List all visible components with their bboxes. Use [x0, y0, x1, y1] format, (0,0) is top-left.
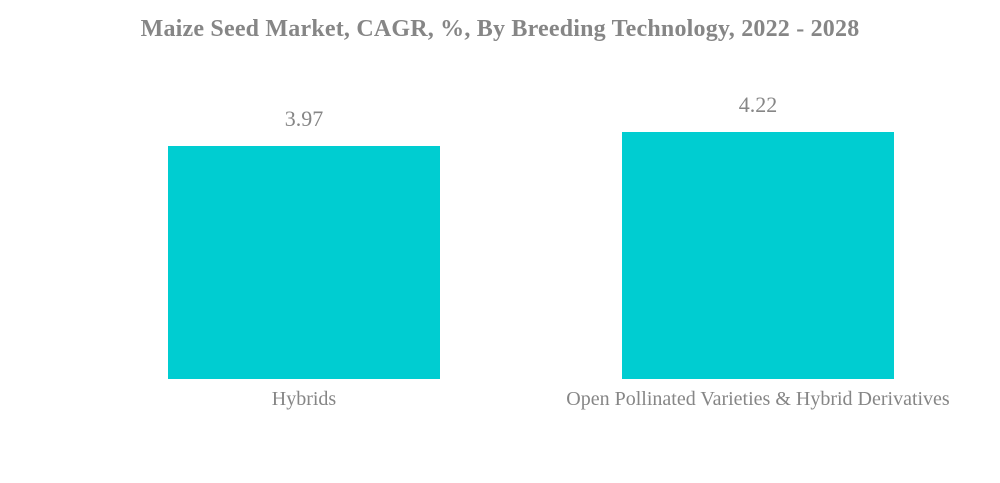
bar-value-label: 4.22	[738, 92, 778, 117]
bar	[168, 146, 440, 379]
bar-group: 4.22 Open Pollinated Varieties & Hybrid D…	[566, 94, 949, 410]
category-label: Hybrids	[271, 388, 337, 410]
bar-group: 3.97 Hybrids	[168, 108, 440, 409]
bar-value-label: 3.97	[284, 106, 324, 131]
chart-title: Maize Seed Market, CAGR, %, By Breeding …	[140, 16, 860, 42]
bar	[622, 132, 894, 379]
category-label: Open Pollinated Varieties & Hybrid Deriv…	[566, 388, 950, 410]
